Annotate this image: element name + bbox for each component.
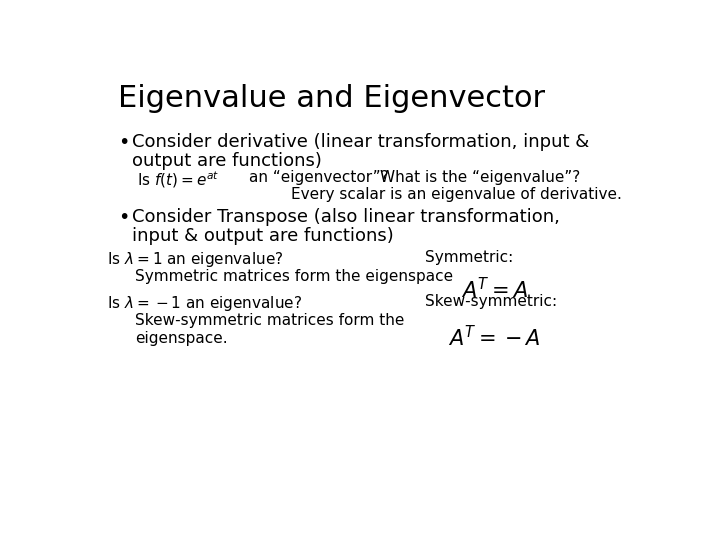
Text: What is the “eigenvalue”?: What is the “eigenvalue”?	[380, 170, 580, 185]
Text: •: •	[118, 133, 130, 152]
Text: Consider Transpose (also linear transformation,: Consider Transpose (also linear transfor…	[132, 208, 559, 226]
Text: Skew-symmetric:: Skew-symmetric:	[425, 294, 557, 309]
Text: Consider derivative (linear transformation, input &: Consider derivative (linear transformati…	[132, 133, 589, 151]
Text: input & output are functions): input & output are functions)	[132, 227, 394, 245]
Text: Symmetric:: Symmetric:	[425, 250, 513, 265]
Text: Symmetric matrices form the eigenspace: Symmetric matrices form the eigenspace	[135, 268, 453, 284]
Text: $A^T = A$: $A^T = A$	[461, 277, 528, 302]
Text: Is $\lambda = -1$ an eigenvalue?: Is $\lambda = -1$ an eigenvalue?	[107, 294, 302, 313]
Text: Eigenvalue and Eigenvector: Eigenvalue and Eigenvector	[118, 84, 545, 112]
Text: Every scalar is an eigenvalue of derivative.: Every scalar is an eigenvalue of derivat…	[291, 187, 622, 202]
Text: Skew-symmetric matrices form the: Skew-symmetric matrices form the	[135, 313, 404, 328]
Text: Is $\lambda = 1$ an eigenvalue?: Is $\lambda = 1$ an eigenvalue?	[107, 250, 283, 269]
Text: an “eigenvector”?: an “eigenvector”?	[249, 170, 389, 185]
Text: output are functions): output are functions)	[132, 152, 322, 170]
Text: eigenspace.: eigenspace.	[135, 331, 228, 346]
Text: Is $f(t) = e^{at}$: Is $f(t) = e^{at}$	[138, 170, 220, 190]
Text: •: •	[118, 208, 130, 227]
Text: $A^T = -A$: $A^T = -A$	[449, 325, 541, 350]
